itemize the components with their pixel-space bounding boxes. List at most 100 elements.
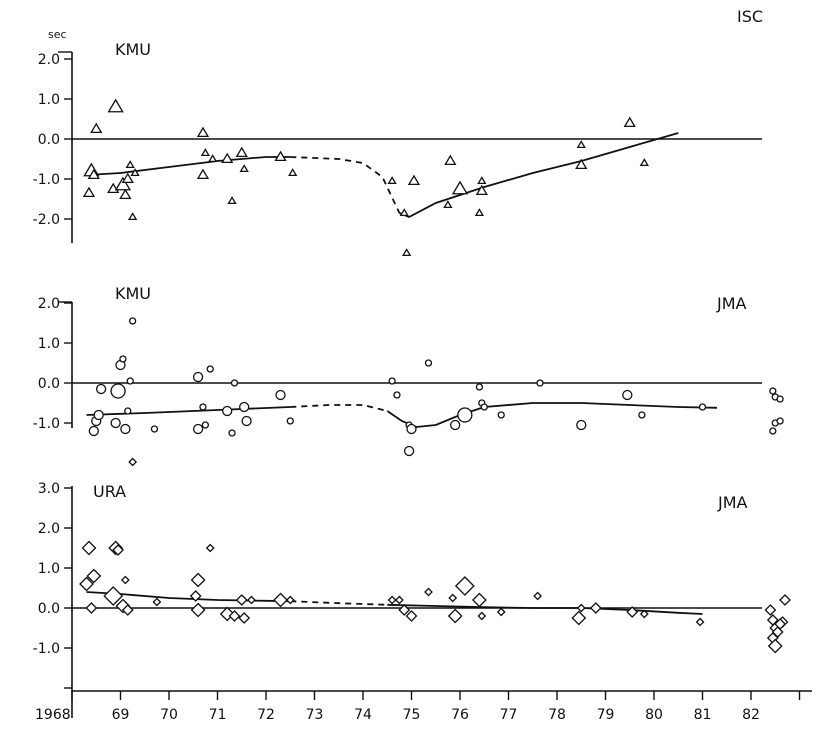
- x-tick-label: 70: [160, 707, 178, 723]
- panel1-station-label: KMU: [115, 40, 151, 59]
- panel2-circle-point: [206, 365, 214, 373]
- panel2-circle-point: [776, 395, 784, 403]
- panel2-circle-point: [480, 403, 488, 411]
- x-tick-label: 82: [742, 707, 760, 723]
- panel3-diamond-point: [387, 595, 397, 605]
- panel3-diamond-point: [85, 602, 98, 614]
- panel3-diamond-point: [779, 594, 791, 606]
- panel1-triangle-point: [575, 158, 588, 170]
- panel3-trend-line: [387, 603, 703, 615]
- panel2-circle-point: [192, 423, 204, 435]
- panel3-diamond-point: [81, 540, 97, 556]
- axes-layer: 2.0 1.0 0.0 -1.0 -2.0 2.0 1.0 0.0 -1.0 3.0 2.0 1.0 0…: [33, 51, 812, 723]
- panel1-triangle-point: [119, 188, 132, 200]
- panel2-circle-point: [119, 355, 127, 363]
- panel3-diamond-point: [285, 595, 295, 605]
- panel1-triangle-point: [576, 140, 586, 149]
- panel1-y-tick-label: -2.0: [33, 212, 60, 228]
- panel1-triangle-point: [221, 152, 234, 164]
- panel2-trend-dashed: [290, 404, 388, 412]
- panel1-triangle-point: [451, 180, 469, 195]
- panel2-circle-point: [769, 427, 777, 435]
- panel1-trend-line: [86, 156, 291, 176]
- panel3-diamond-point: [79, 576, 94, 592]
- panel3-station-label: URA: [93, 482, 126, 501]
- panel2-circle-point: [110, 417, 121, 429]
- panel2-circle-point: [622, 389, 633, 401]
- panel2-circle-point: [475, 383, 484, 391]
- panel2-circle-point: [93, 409, 104, 421]
- panel2-circle-point: [124, 407, 132, 415]
- panel1-triangle-point: [196, 126, 210, 138]
- panel2-y-tick-label: -1.0: [33, 416, 60, 432]
- panel1-triangle-point: [127, 212, 138, 221]
- panel2-circle-point: [424, 359, 433, 367]
- x-tick-label: 71: [209, 707, 227, 723]
- panel1-trend-dashed: [290, 156, 401, 214]
- panel1-triangle-point: [444, 154, 457, 166]
- panel2-circle-point: [403, 445, 415, 457]
- x-tick-label: 1968: [35, 707, 71, 723]
- panel1-triangle-point: [477, 176, 487, 185]
- panel3-diamond-point: [447, 608, 463, 624]
- panel3-diamond-point: [695, 617, 705, 627]
- panel1-y-tick-label: 2.0: [38, 52, 60, 68]
- x-tick-label: 77: [500, 707, 518, 723]
- panel3-diamond-point: [639, 609, 649, 619]
- panel1-triangle-point: [239, 164, 249, 173]
- panel3-diamond-point: [571, 610, 587, 626]
- panel3-trend-dashed: [290, 600, 388, 606]
- panel3-diamond-point: [247, 595, 256, 605]
- panel2-circle-point: [95, 383, 107, 395]
- trend-lines-layer: [86, 132, 718, 615]
- panel1-triangle-point: [208, 154, 218, 163]
- panel2-circle-point: [275, 389, 286, 401]
- panel2-circle-point: [576, 419, 587, 431]
- panel3-y-tick-label: 0.0: [38, 601, 60, 617]
- panel2-circle-point: [393, 391, 401, 399]
- panel3-y-tick-label: 1.0: [38, 561, 60, 577]
- panel3-diamond-point: [235, 594, 248, 606]
- panel2-circle-point: [769, 387, 777, 395]
- panel2-circle-point: [120, 423, 131, 435]
- panel2-circle-point: [199, 403, 207, 411]
- panel1-triangle-point: [82, 186, 96, 198]
- x-tick-label: 81: [694, 707, 712, 723]
- panel2-circle-point: [388, 377, 396, 385]
- panel2-circle-point: [230, 379, 239, 387]
- panel1-y-tick-label: 0.0: [38, 132, 60, 148]
- panel3-diamond-point: [120, 575, 130, 585]
- panel3-diamond-point: [405, 610, 418, 622]
- panel2-y-tick-label: 0.0: [38, 376, 60, 392]
- panel3-diamond-point: [228, 610, 241, 622]
- panel2-circle-point: [497, 411, 505, 419]
- panel2-trend-line: [86, 406, 291, 416]
- x-tick-label: 75: [403, 707, 421, 723]
- panel1-triangle-point: [387, 176, 397, 185]
- panel1-triangle-point: [474, 208, 485, 217]
- panel3-diamond-point: [152, 597, 162, 607]
- panel3-diamond-point: [767, 638, 783, 654]
- x-tick-label: 73: [306, 707, 324, 723]
- panel2-y-tick-label: 2.0: [38, 296, 60, 312]
- panel2-circle-point: [241, 415, 252, 427]
- x-tick-label: 78: [548, 707, 566, 723]
- panel1-triangle-point: [274, 150, 287, 162]
- panel1-triangle-point: [196, 168, 210, 180]
- panel2-y-tick-label: 1.0: [38, 336, 60, 352]
- panel3-diamond-point: [103, 586, 124, 606]
- panel1-triangle-point: [288, 168, 298, 177]
- panel2-circle-point: [638, 411, 646, 419]
- panel2-circle-point: [192, 371, 204, 383]
- panel1-triangle-point: [407, 174, 421, 186]
- panel1-source-label: ISC: [737, 7, 763, 26]
- panel3-diamond-point: [205, 543, 215, 553]
- panel3-diamond-point: [471, 592, 487, 608]
- data-points-layer: [79, 98, 791, 654]
- panel3-diamond-point: [496, 607, 506, 617]
- panel3-source-label: JMA: [717, 493, 748, 512]
- panel3-y-tick-label: -1.0: [33, 641, 60, 657]
- panel1-triangle-point: [399, 208, 409, 217]
- panel1-y-tick-label: 1.0: [38, 92, 60, 108]
- panel2-circle-point: [126, 377, 134, 385]
